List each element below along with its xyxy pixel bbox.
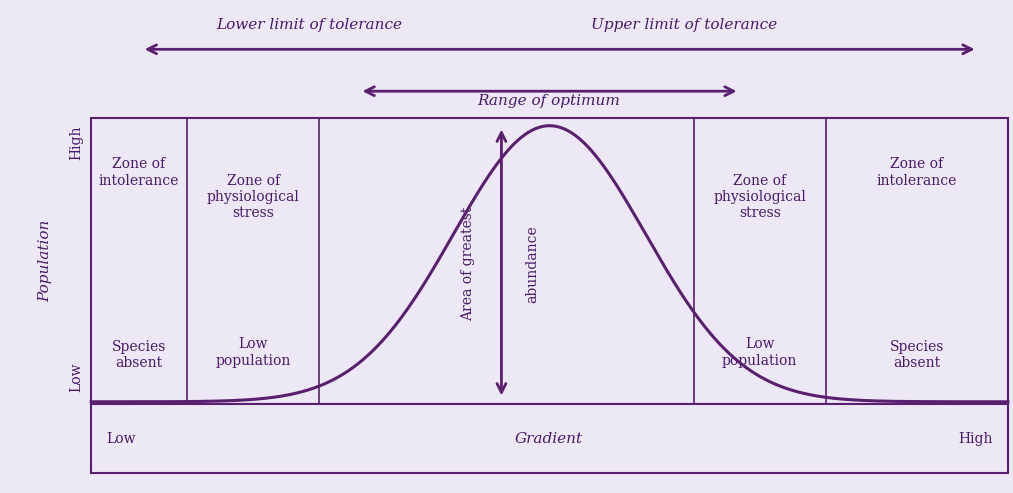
Text: Range of optimum: Range of optimum (477, 95, 621, 108)
Text: High: High (958, 432, 993, 446)
Text: Zone of
physiological
stress: Zone of physiological stress (207, 174, 300, 220)
Text: Zone of
intolerance: Zone of intolerance (98, 157, 179, 188)
Text: Area of greatest: Area of greatest (461, 207, 475, 321)
Text: Low: Low (106, 432, 136, 446)
Bar (91, 404, 1008, 473)
Text: Gradient: Gradient (515, 432, 583, 446)
Text: abundance: abundance (525, 225, 539, 303)
Text: Zone of
physiological
stress: Zone of physiological stress (713, 174, 806, 220)
Text: Species
absent: Species absent (889, 340, 944, 370)
Bar (91, 118, 1008, 404)
Text: High: High (69, 126, 83, 160)
Text: Species
absent: Species absent (111, 340, 166, 370)
Text: Low: Low (69, 362, 83, 392)
Text: Zone of
intolerance: Zone of intolerance (876, 157, 957, 188)
Text: Population: Population (38, 220, 53, 303)
Text: Upper limit of tolerance: Upper limit of tolerance (591, 18, 777, 32)
Text: Lower limit of tolerance: Lower limit of tolerance (216, 18, 402, 32)
Text: Low
population: Low population (722, 337, 797, 368)
Text: Low
population: Low population (216, 337, 291, 368)
